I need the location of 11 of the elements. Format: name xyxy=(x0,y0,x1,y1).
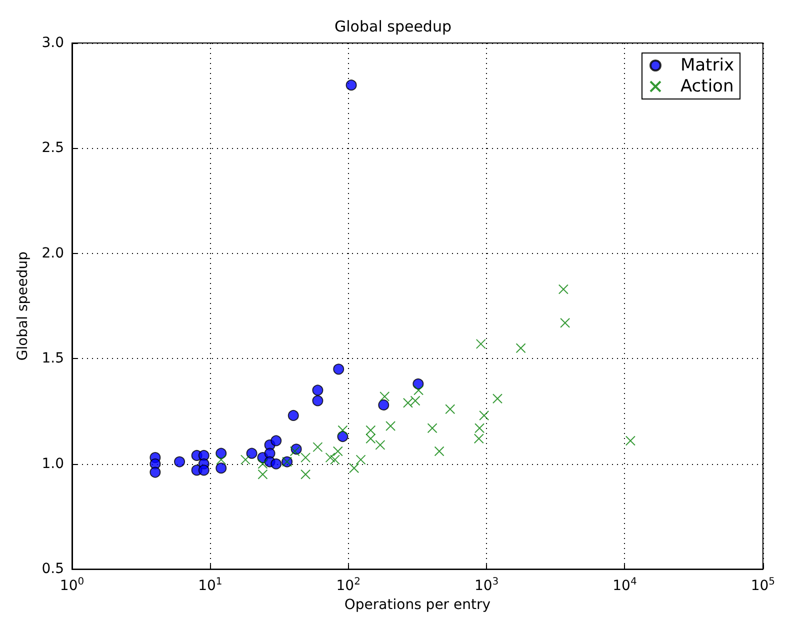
y-tick-label: 1.5 xyxy=(42,350,64,367)
legend-label: Action xyxy=(680,76,734,96)
y-tick-label: 2.5 xyxy=(42,140,64,156)
y-axis-title: Global speedup xyxy=(15,251,31,361)
y-tick-label: 3.0 xyxy=(42,35,64,51)
y-tick-label: 2.0 xyxy=(42,245,64,262)
y-tick-label: 1.0 xyxy=(42,456,64,472)
chart-title: Global speedup xyxy=(334,18,452,36)
x-axis-title: Operations per entry xyxy=(344,597,491,613)
legend-label: Matrix xyxy=(680,56,734,76)
y-tick-label: 0.5 xyxy=(42,561,64,578)
